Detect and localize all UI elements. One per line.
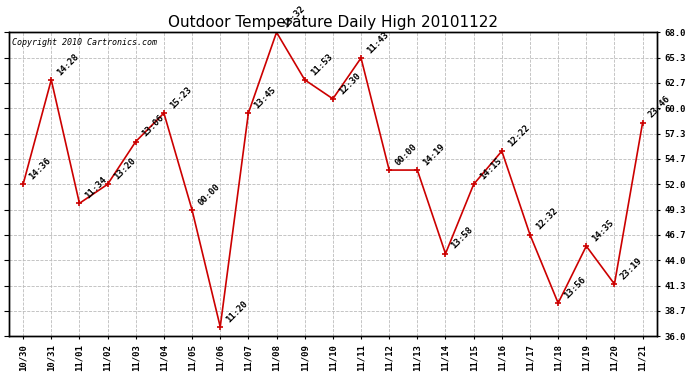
Text: 11:53: 11:53 [309,52,334,77]
Text: 13:06: 13:06 [140,113,166,139]
Text: 13:45: 13:45 [253,85,278,110]
Text: 13:32: 13:32 [281,4,306,30]
Text: 14:36: 14:36 [28,156,52,182]
Text: 12:30: 12:30 [337,70,362,96]
Text: 13:20: 13:20 [112,156,137,182]
Text: 13:58: 13:58 [450,225,475,251]
Text: 00:00: 00:00 [393,142,419,167]
Text: 14:15: 14:15 [477,156,503,182]
Text: 23:19: 23:19 [619,256,644,281]
Text: 11:20: 11:20 [224,298,250,324]
Text: 00:00: 00:00 [196,182,221,207]
Text: Copyright 2010 Cartronics.com: Copyright 2010 Cartronics.com [12,38,157,47]
Text: 14:35: 14:35 [591,218,616,243]
Title: Outdoor Temperature Daily High 20101122: Outdoor Temperature Daily High 20101122 [168,15,498,30]
Text: 14:19: 14:19 [422,142,447,167]
Text: 12:22: 12:22 [506,123,531,148]
Text: 23:46: 23:46 [647,94,672,120]
Text: 13:56: 13:56 [562,275,588,300]
Text: 15:23: 15:23 [168,85,193,110]
Text: 11:34: 11:34 [83,175,109,201]
Text: 14:28: 14:28 [55,52,81,77]
Text: 12:32: 12:32 [534,207,560,232]
Text: 11:43: 11:43 [365,30,391,55]
